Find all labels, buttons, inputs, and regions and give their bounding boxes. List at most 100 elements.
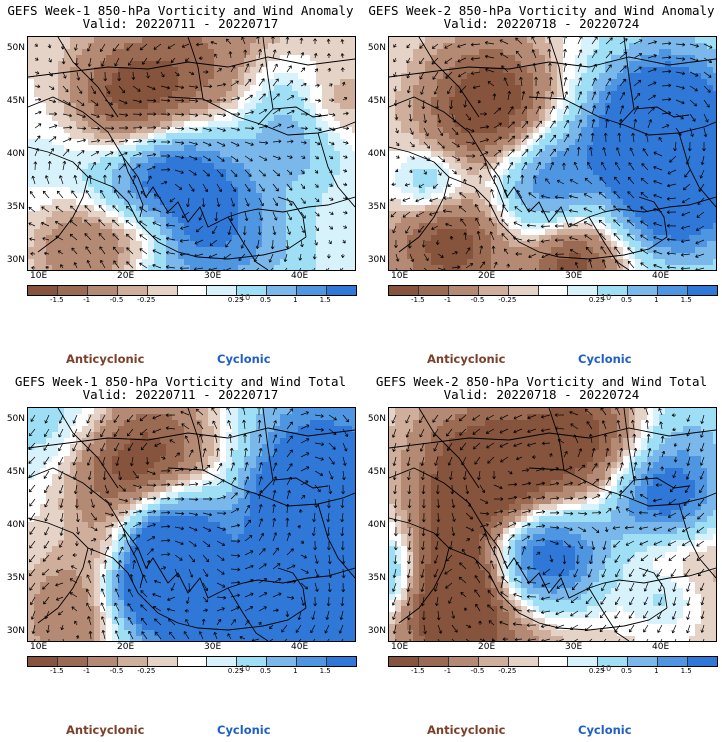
- vorticity-cell: [653, 157, 660, 164]
- vorticity-cell: [563, 187, 570, 194]
- vorticity-cell: [665, 253, 672, 260]
- vorticity-cell: [328, 241, 335, 248]
- vorticity-cell: [346, 169, 353, 176]
- vorticity-cell: [298, 109, 305, 116]
- vorticity-cell: [322, 241, 329, 248]
- vorticity-cell: [605, 193, 612, 200]
- vorticity-cell: [623, 73, 630, 80]
- vorticity-cell: [232, 61, 239, 68]
- vorticity-cell: [695, 265, 702, 270]
- vorticity-cell: [274, 157, 281, 164]
- vorticity-cell: [88, 133, 95, 140]
- vorticity-cell: [334, 223, 341, 230]
- vorticity-cell: [515, 217, 522, 224]
- vorticity-cell: [64, 85, 71, 92]
- vorticity-cell: [449, 79, 456, 86]
- wind-vector: [653, 151, 663, 157]
- vorticity-cell: [647, 55, 654, 62]
- vorticity-cell: [166, 55, 173, 62]
- vorticity-cell: [443, 169, 450, 176]
- vorticity-cell: [701, 223, 708, 230]
- vorticity-cell: [461, 253, 468, 260]
- vorticity-cell: [665, 241, 672, 248]
- vorticity-cell: [70, 49, 77, 56]
- vorticity-cell: [286, 235, 293, 242]
- vorticity-cell: [533, 73, 540, 80]
- vorticity-cell: [184, 55, 191, 62]
- vorticity-cell: [695, 229, 702, 236]
- vorticity-cell: [298, 265, 305, 270]
- vorticity-cell: [76, 97, 83, 104]
- vorticity-cell: [653, 73, 660, 80]
- vorticity-cell: [178, 97, 185, 104]
- vorticity-cell: [677, 37, 684, 44]
- vorticity-cell: [184, 259, 191, 266]
- vorticity-cell: [389, 55, 396, 62]
- vorticity-cell: [178, 259, 185, 266]
- wind-vector: [160, 167, 171, 172]
- vorticity-cell: [352, 109, 355, 116]
- vorticity-cell: [449, 49, 456, 56]
- vorticity-cell: [64, 229, 71, 236]
- vorticity-cell: [130, 235, 137, 242]
- vorticity-cell: [449, 145, 456, 152]
- vorticity-cell: [154, 187, 161, 194]
- vorticity-cell: [142, 235, 149, 242]
- vorticity-cell: [82, 211, 89, 218]
- wind-vector: [406, 85, 411, 94]
- vorticity-cell: [292, 91, 299, 98]
- vorticity-cell: [94, 199, 101, 206]
- vorticity-cell: [533, 103, 540, 110]
- vorticity-cell: [581, 103, 588, 110]
- vorticity-cell: [509, 127, 516, 134]
- vorticity-cell: [617, 229, 624, 236]
- vorticity-cell: [124, 211, 131, 218]
- vorticity-cell: [208, 73, 215, 80]
- vorticity-cell: [695, 223, 702, 230]
- vorticity-cell: [485, 109, 492, 116]
- vorticity-cell: [232, 169, 239, 176]
- vorticity-cell: [220, 229, 227, 236]
- wind-vector: [104, 113, 114, 118]
- vorticity-cell: [46, 193, 53, 200]
- vorticity-cell: [551, 127, 558, 134]
- vorticity-cell: [346, 67, 353, 74]
- vorticity-cell: [262, 229, 269, 236]
- vorticity-cell: [232, 157, 239, 164]
- vorticity-cell: [52, 229, 59, 236]
- vorticity-cell: [695, 193, 702, 200]
- vorticity-cell: [130, 169, 137, 176]
- vorticity-cell: [100, 37, 107, 44]
- colorbar-label: -1.5: [49, 296, 64, 304]
- vorticity-cell: [557, 85, 564, 92]
- vorticity-cell: [280, 205, 287, 212]
- vorticity-cell: [28, 193, 35, 200]
- vorticity-cell: [40, 127, 47, 134]
- wind-vector: [202, 141, 212, 147]
- vorticity-cell: [76, 259, 83, 266]
- vorticity-cell: [647, 259, 654, 266]
- wind-vector: [535, 120, 542, 129]
- vorticity-cell: [443, 43, 450, 50]
- vorticity-cell: [88, 61, 95, 68]
- vorticity-cell: [623, 67, 630, 74]
- vorticity-cell: [310, 235, 317, 242]
- vorticity-cell: [274, 85, 281, 92]
- vorticity-cell: [425, 163, 432, 170]
- vorticity-cell: [701, 235, 708, 242]
- vorticity-cell: [172, 175, 179, 182]
- vorticity-cell: [413, 109, 420, 116]
- vorticity-cell: [166, 121, 173, 128]
- vorticity-cell: [659, 115, 666, 122]
- vorticity-cell: [196, 193, 203, 200]
- wind-vector: [300, 211, 306, 219]
- vorticity-cell: [286, 145, 293, 152]
- vorticity-cell: [677, 73, 684, 80]
- vorticity-cell: [94, 133, 101, 140]
- vorticity-cell: [473, 181, 480, 188]
- vorticity-cell: [142, 97, 149, 104]
- vorticity-cell: [226, 121, 233, 128]
- vorticity-cell: [533, 217, 540, 224]
- vorticity-cell: [118, 205, 125, 212]
- vorticity-cell: [581, 145, 588, 152]
